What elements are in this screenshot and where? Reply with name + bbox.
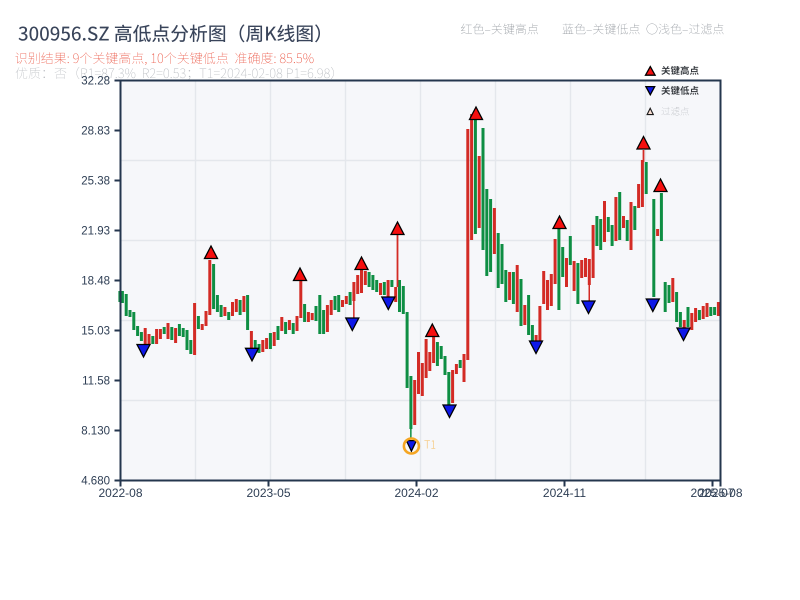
svg-text:2024-11: 2024-11 bbox=[543, 486, 586, 500]
svg-text:2023-05: 2023-05 bbox=[246, 486, 290, 500]
svg-text:32.28: 32.28 bbox=[81, 76, 110, 88]
svg-text:2024-02: 2024-02 bbox=[394, 486, 438, 500]
svg-text:2025-08: 2025-08 bbox=[698, 486, 742, 500]
svg-text:18.48: 18.48 bbox=[81, 276, 110, 288]
svg-text:8.130: 8.130 bbox=[81, 426, 110, 438]
svg-text:15.03: 15.03 bbox=[81, 326, 110, 338]
svg-text:11.58: 11.58 bbox=[82, 376, 110, 388]
svg-text:2022-08: 2022-08 bbox=[98, 486, 142, 500]
svg-text:2025-07: 2025-07 bbox=[690, 486, 734, 500]
svg-text:28.83: 28.83 bbox=[81, 126, 110, 138]
svg-text:4.680: 4.680 bbox=[81, 476, 110, 488]
svg-text:25.38: 25.38 bbox=[81, 176, 110, 188]
svg-text:21.93: 21.93 bbox=[81, 226, 110, 238]
